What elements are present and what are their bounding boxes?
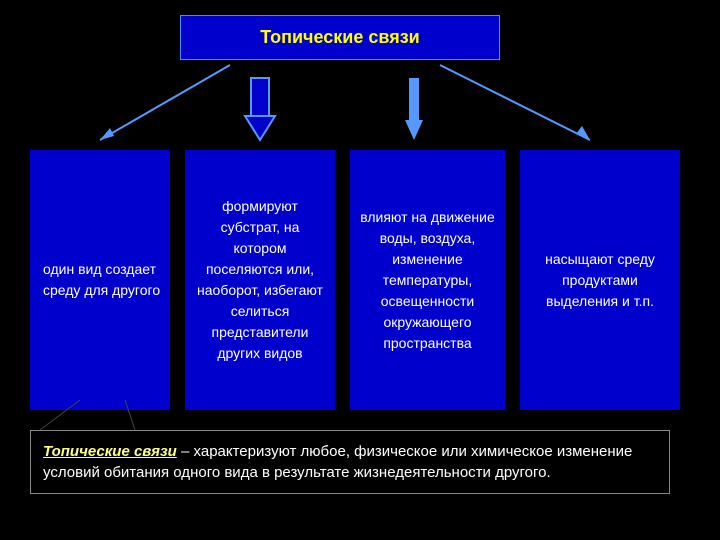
footer-box: Топические связи – характеризуют любое, …: [30, 430, 670, 494]
column-2-text: формируют субстрат, на котором поселяютс…: [194, 196, 326, 364]
footer-em: Топические связи: [43, 443, 177, 460]
footer-dash: –: [177, 443, 194, 460]
column-1-text: один вид создает среду для другого: [39, 259, 161, 301]
column-4-text: насыщают среду продуктами выделения и т.…: [529, 249, 671, 312]
column-4: насыщают среду продуктами выделения и т.…: [520, 150, 680, 410]
footer-text: Топические связи – характеризуют любое, …: [43, 441, 657, 483]
title-box: Топические связи: [180, 15, 500, 60]
column-2: формируют субстрат, на котором поселяютс…: [185, 150, 335, 410]
column-1: один вид создает среду для другого: [30, 150, 170, 410]
arrows-svg: [0, 60, 720, 160]
title-text: Топические связи: [260, 27, 419, 48]
column-3-text: влияют на движение воды, воздуха, измене…: [359, 207, 496, 354]
column-3: влияют на движение воды, воздуха, измене…: [350, 150, 505, 410]
